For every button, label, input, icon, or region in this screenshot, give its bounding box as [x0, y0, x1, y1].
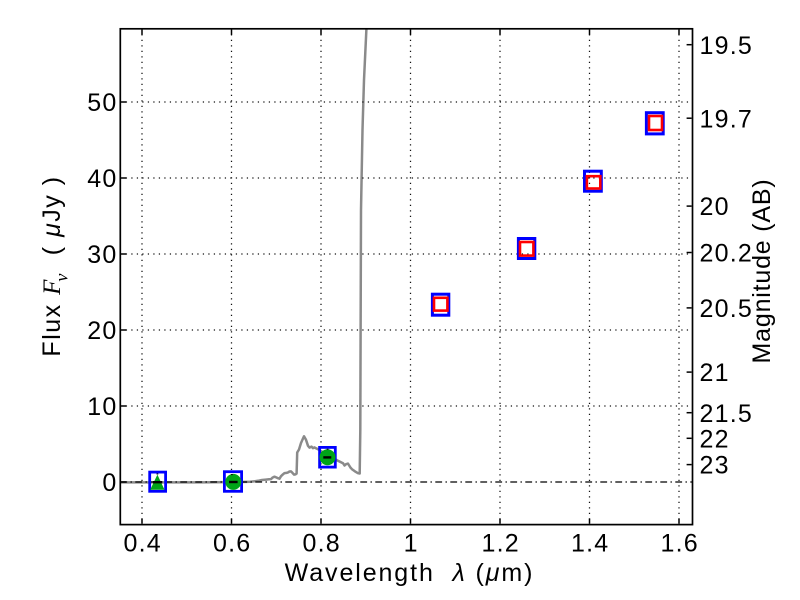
svg-text:0.4: 0.4: [124, 530, 162, 558]
svg-text:20.2: 20.2: [700, 240, 753, 268]
svg-text:40: 40: [87, 165, 117, 193]
svg-text:21: 21: [700, 359, 730, 387]
svg-text:22: 22: [700, 425, 730, 453]
svg-text:20: 20: [87, 317, 117, 345]
svg-text:0: 0: [102, 469, 117, 497]
svg-text:0.6: 0.6: [213, 530, 251, 558]
svg-text:Flux Fν ( μJy ): Flux Fν ( μJy ): [38, 175, 72, 356]
svg-text:0.8: 0.8: [303, 530, 341, 558]
svg-text:20: 20: [700, 193, 730, 221]
svg-text:10: 10: [87, 393, 117, 421]
svg-text:19.5: 19.5: [700, 32, 753, 60]
svg-text:19.7: 19.7: [700, 105, 753, 133]
svg-text:1: 1: [404, 530, 419, 558]
svg-text:50: 50: [87, 89, 117, 117]
svg-text:23: 23: [700, 452, 730, 480]
svg-text:21.5: 21.5: [700, 400, 753, 428]
svg-text:30: 30: [87, 241, 117, 269]
svg-text:20.5: 20.5: [700, 295, 753, 323]
svg-text:1.6: 1.6: [661, 530, 699, 558]
svg-text:Wavelength λ (μm): Wavelength λ (μm): [285, 559, 535, 587]
svg-text:Magnitude (AB): Magnitude (AB): [748, 179, 776, 364]
svg-text:1.2: 1.2: [482, 530, 520, 558]
svg-text:1.4: 1.4: [571, 530, 609, 558]
